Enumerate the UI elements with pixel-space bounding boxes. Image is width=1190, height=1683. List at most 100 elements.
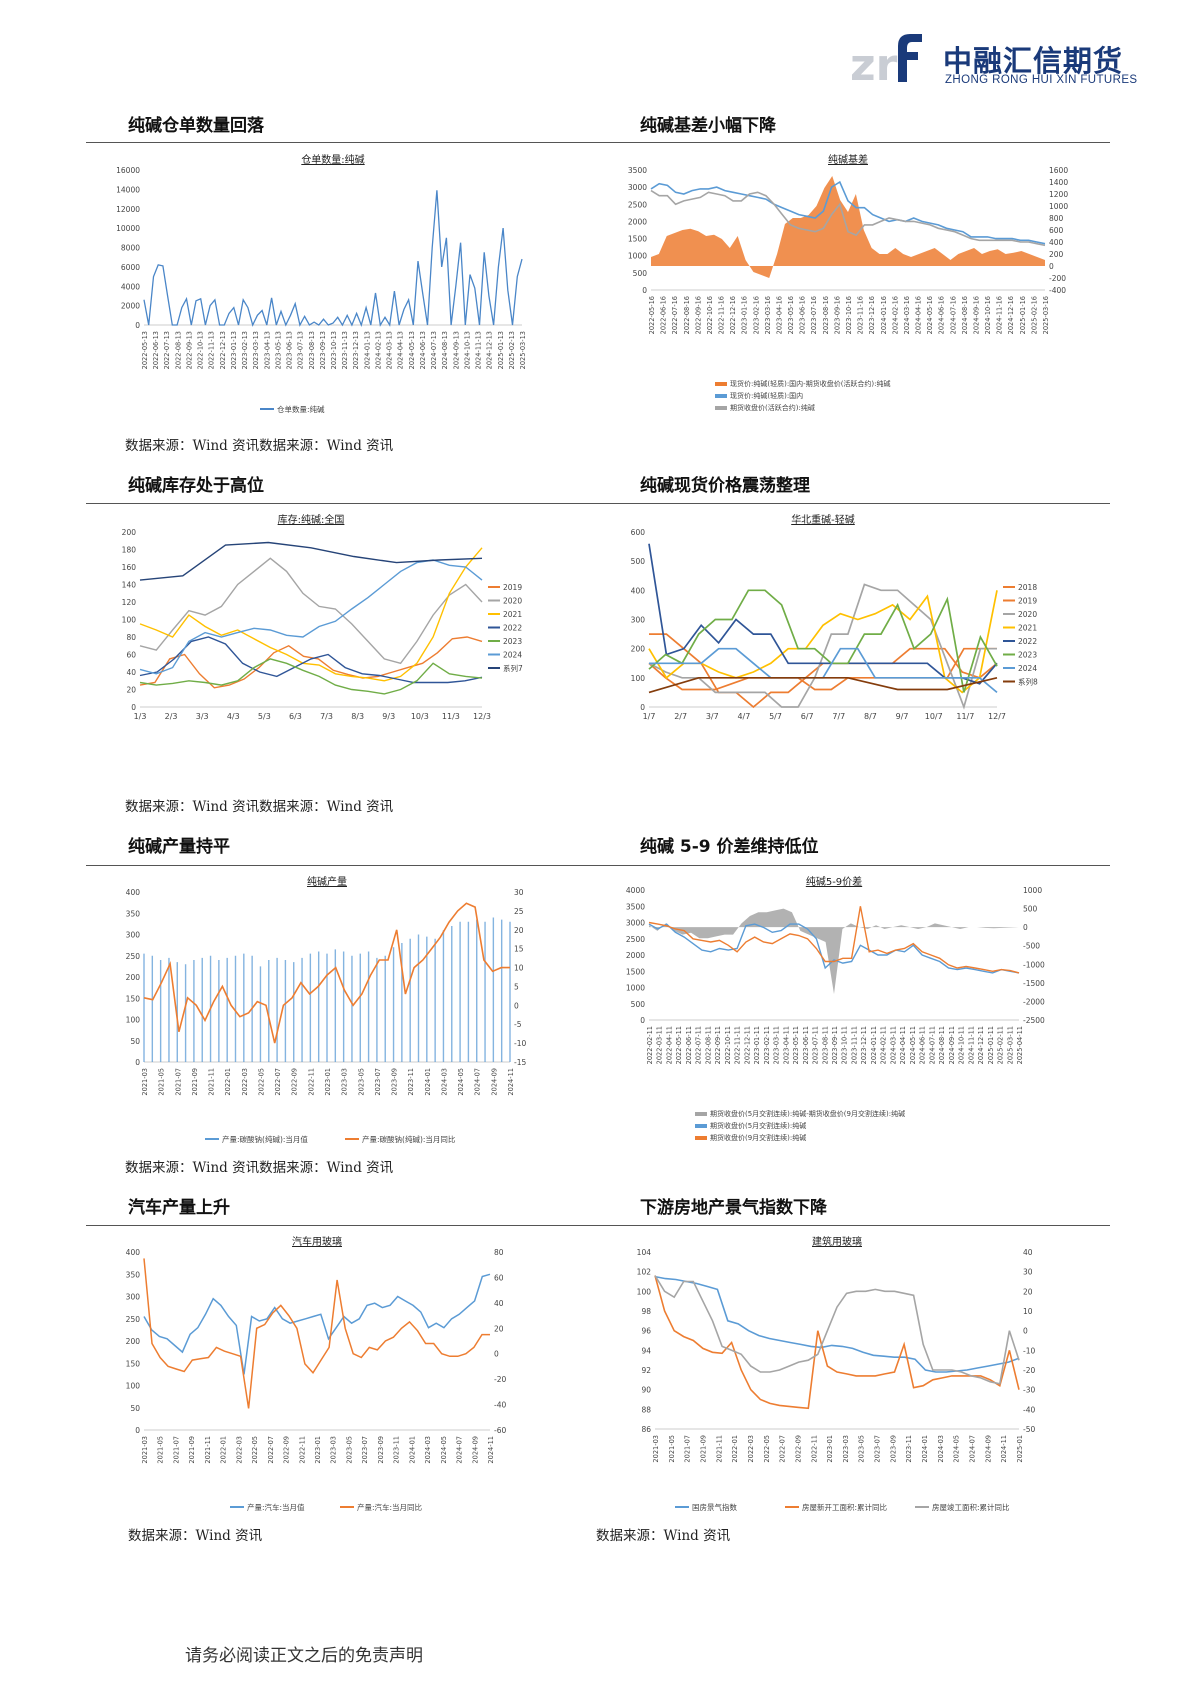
x-tick-label: 2024-04-13 [397,331,405,369]
x-tick-label: 9/3 [382,712,395,721]
bar-mark [326,953,328,1062]
x-tick-label: 2024-09 [490,1068,498,1096]
series-line [654,1275,1020,1373]
bar-mark [442,930,445,1062]
brand-name-en: ZHONG RONG HUI XIN FUTURES [945,74,1138,86]
x-tick-label: 10/3 [411,712,429,721]
legend-label: 2020 [1018,610,1037,619]
legend-label: 2021 [503,610,522,619]
x-tick-label: 2021-07 [684,1435,692,1463]
chart-heavy-light-spread: 华北重碱-轻碱 0 100 200 300 400 500 600 1/7 2/7 3/7 4/7 5/… [615,510,1085,786]
y-tick-label: 400 [631,586,646,595]
x-tick-label: 2023-01-16 [741,296,749,334]
legend-label: 2021 [1018,624,1037,633]
x-tick-label: 2023-05-16 [787,296,795,334]
series-line [648,543,998,685]
y2-tick-label: 0 [494,1350,499,1359]
x-tick-label: 2023-08-11 [821,1026,829,1064]
x-tick-label: 2023-11 [393,1436,401,1464]
x-tick-label: 2024-04-16 [915,296,923,334]
y2-tick-label: -10 [514,1039,526,1048]
chart-warehouse-receipts: 仓单数量:纯碱 0 2000 4000 6000 8000 10000 12000 14000 1… [110,150,570,418]
y-tick-label: 300 [631,616,646,625]
y-tick-label: 300 [126,931,141,940]
series-line [143,190,523,328]
y2-tick-label: -2000 [1023,997,1045,1006]
y2-tick-label: 600 [1049,226,1064,235]
x-tick-label: 2023-11 [905,1435,913,1463]
legend-label: 2022 [503,624,522,633]
series-line [654,1275,1020,1410]
series-line [654,1275,1020,1385]
section-divider [86,1225,1110,1226]
x-tick-label: 2022-05-13 [141,331,149,369]
y-tick-label: 600 [631,528,646,537]
legend-label: 产量:碳酸钠(纯碱):当月同比 [362,1134,456,1144]
x-tick-label: 2022-11 [810,1435,818,1463]
y-tick-label: 200 [122,528,137,537]
chart-auto-glass: 汽车用玻璃 0 50 100 150 200 250 300 350 400 -60 -40 -20 0 2… [110,1232,570,1516]
data-source-8: 数据来源：Wind 资讯 [596,1528,731,1544]
y-tick-label: 0 [642,286,647,295]
bar-mark [384,955,386,1062]
chart-title: 纯碱5-9价差 [806,875,862,888]
x-tick-label: 5/3 [258,712,271,721]
y-tick-label: 50 [130,1037,140,1046]
x-tick-label: 1/7 [643,712,656,721]
chart-svg: 建筑用玻璃86889092949698100102104-50-40-30-20… [637,1235,1036,1512]
legend-label: 2020 [503,597,522,606]
x-tick-label: 2023-05-13 [274,331,282,369]
x-tick-label: 5/7 [769,712,782,721]
x-tick-label: 2022-07 [274,1068,282,1096]
x-tick-label: 2025-02-16 [1030,296,1038,334]
bar-mark [476,919,478,1062]
x-tick-label: 2021-09 [188,1436,196,1464]
y2-tick-label: -5 [514,1020,522,1029]
y-tick-label: 4000 [121,282,140,291]
x-tick-label: 2025-02-13 [508,331,516,369]
x-tick-label: 2024-04-11 [899,1026,907,1064]
x-tick-label: 2022-08-13 [174,331,182,369]
x-tick-label: 2023-07-16 [810,296,818,334]
x-tick-label: 2022-09-11 [714,1026,722,1064]
legend-label: 2023 [503,637,522,646]
x-tick-label: 2023-07-11 [812,1026,820,1064]
y-tick-label: 3500 [626,902,645,911]
bar-mark [376,957,378,1062]
x-tick-label: 2023-07-13 [297,331,305,369]
x-tick-label: 2024-10-11 [958,1026,966,1064]
chart-svg: 汽车用玻璃050100150200250300350400-60-40-2002… [126,1235,507,1512]
chart-5-9-spread: 纯碱5-9价差 0 500 1000 1500 2000 2500 3000 3500 4000 -… [615,872,1085,1148]
x-tick-label: 2024-07 [969,1435,977,1463]
x-tick-label: 2023-01 [314,1436,322,1464]
brand-name-cn: 中融汇信期货 [943,44,1124,78]
series-line [648,590,998,694]
bar-mark [168,957,170,1062]
x-tick-label: 2024-09-13 [452,331,460,369]
series-line [648,676,998,694]
chart-basis: 纯碱基差 0 500 1000 1500 2000 2500 3000 3500 -400 -200… [615,150,1085,418]
section-divider [86,142,1110,143]
x-tick-label: 2025-03-16 [1042,296,1050,334]
x-tick-label: 2022-11-16 [718,296,726,334]
y-tick-label: 180 [122,546,137,555]
bar-mark [351,955,353,1062]
y-tick-label: 4000 [626,886,645,895]
y2-tick-label: -15 [514,1058,526,1067]
y-tick-label: 350 [126,909,141,918]
x-tick-label: 12/7 [988,712,1006,721]
chart-building-glass: 建筑用玻璃 86 88 90 92 94 96 98 100 102 104 -50 -40 -30 -20… [615,1232,1085,1516]
y-tick-label: 100 [126,1382,141,1391]
bar-mark [309,953,312,1062]
bar-mark [317,951,320,1062]
y-tick-label: 100 [637,1287,652,1296]
x-tick-label: 2022-06-11 [685,1026,693,1064]
y2-tick-label: 400 [1049,238,1064,247]
bar-mark [392,947,395,1062]
y2-tick-label: -40 [494,1401,506,1410]
x-tick-label: 2022-05-11 [675,1026,683,1064]
x-tick-label: 9/7 [896,712,909,721]
x-tick-label: 2024-08-11 [938,1026,946,1064]
y2-tick-label: -500 [1023,942,1040,951]
y-tick-label: 100 [631,674,646,683]
